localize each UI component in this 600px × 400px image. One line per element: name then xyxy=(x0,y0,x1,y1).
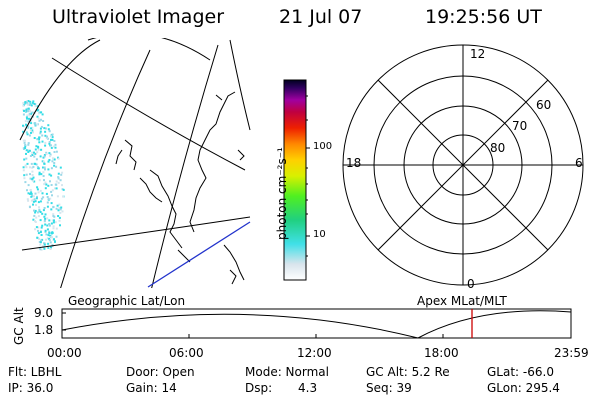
timeline-xtick-1200: 12:00 xyxy=(297,346,332,360)
info-dsp-value: 4.3 xyxy=(298,381,318,395)
altitude-trace xyxy=(61,310,572,339)
lat-label-60: 60 xyxy=(536,98,552,112)
info-seq: Seq: 39 xyxy=(366,381,412,395)
timeline-xtick-0000: 00:00 xyxy=(47,346,82,360)
timeline-ytick-low: 1.8 xyxy=(34,323,54,337)
date-label: 21 Jul 07 xyxy=(279,6,363,28)
info-ip: IP: 36.0 xyxy=(8,381,54,395)
colorbar-tick-100: 100 xyxy=(313,141,333,152)
info-door: Door: Open xyxy=(126,365,195,379)
timeline-xtick-1800: 18:00 xyxy=(424,346,459,360)
lat-label-70: 70 xyxy=(512,119,528,133)
timeline-xtick-0600: 06:00 xyxy=(169,346,204,360)
mlt-label-18: 18 xyxy=(346,156,362,170)
timeline-right-label: Apex MLat/MLT xyxy=(417,294,507,308)
info-gc-alt: GC Alt: 5.2 Re xyxy=(366,365,450,379)
info-mode: Mode: Normal xyxy=(245,365,329,379)
time-label: 19:25:56 UT xyxy=(425,6,542,28)
info-gain: Gain: 14 xyxy=(126,381,177,395)
mlt-label-0: 0 xyxy=(467,277,475,291)
uv-emission-region xyxy=(22,100,65,251)
mlt-label-6: 6 xyxy=(575,156,583,170)
colorbar-tick-10: 10 xyxy=(313,229,326,240)
info-glat: GLat: -66.0 xyxy=(487,365,554,379)
info-glon: GLon: 295.4 xyxy=(487,381,560,395)
timeline-ytick-high: 9.0 xyxy=(34,306,54,320)
timeline-xtick-2359: 23:59 xyxy=(554,346,589,360)
info-dsp: Dsp: xyxy=(245,381,273,395)
mlt-label-12: 12 xyxy=(470,47,486,61)
instrument-title: Ultraviolet Imager xyxy=(52,6,225,28)
info-flt: Flt: LBHL xyxy=(8,365,62,379)
lat-label-80: 80 xyxy=(490,141,506,155)
timeline-left-label: Geographic Lat/Lon xyxy=(68,294,186,308)
